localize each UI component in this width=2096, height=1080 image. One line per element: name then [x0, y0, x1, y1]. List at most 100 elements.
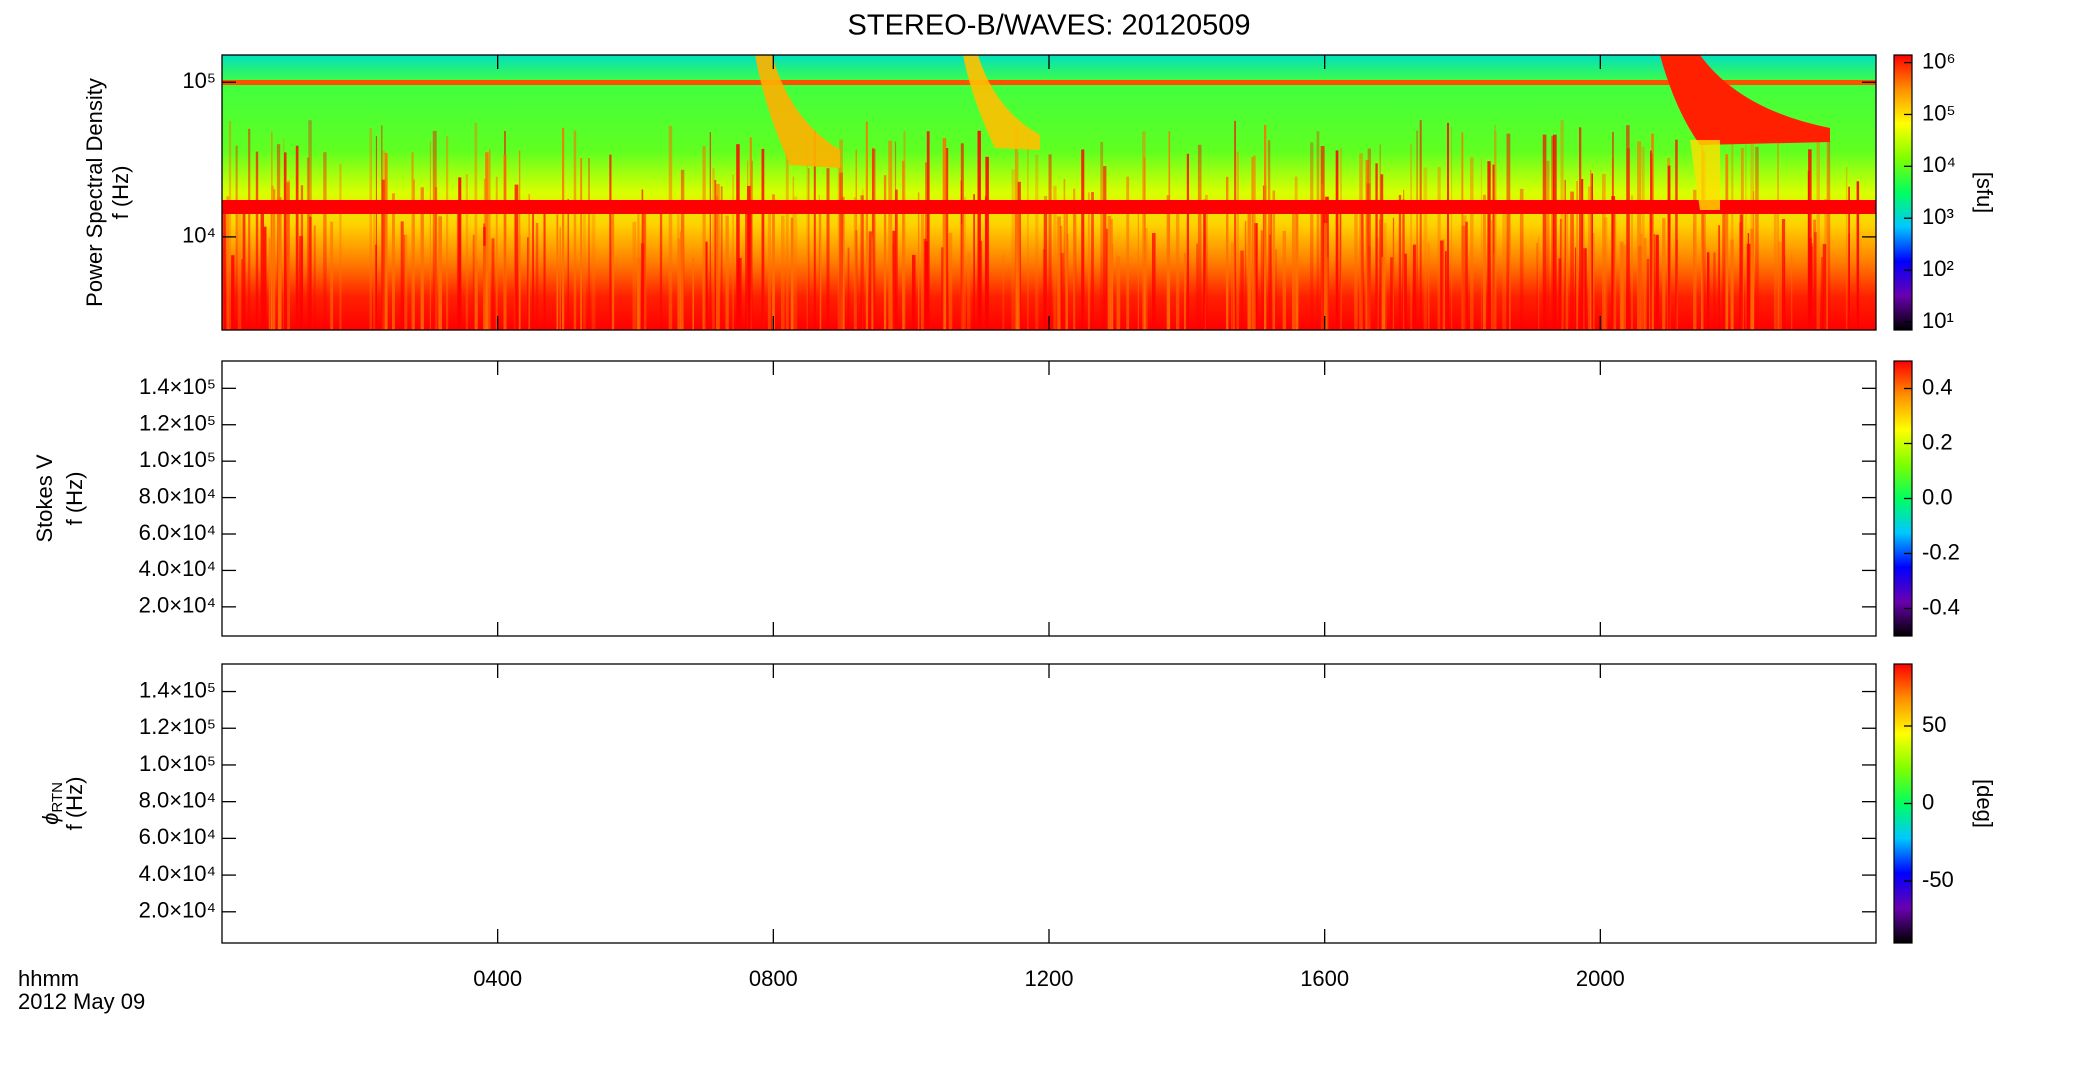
- spectrogram-texture: [263, 226, 267, 330]
- spectrogram-texture: [1506, 133, 1511, 330]
- spectrogram-texture: [411, 152, 414, 330]
- spectrogram-texture: [1583, 248, 1587, 330]
- spectrogram-texture: [273, 189, 276, 330]
- spectrogram-texture: [941, 247, 944, 330]
- spectrogram-texture: [1320, 205, 1324, 330]
- spectrogram-texture: [1340, 148, 1342, 330]
- spectrogram-texture: [1650, 150, 1652, 330]
- spectrogram-texture: [839, 172, 843, 330]
- spectrogram-texture: [745, 204, 748, 330]
- spectrogram-texture: [438, 216, 442, 330]
- panel-frame: [221, 360, 1877, 637]
- spectrogram-texture: [231, 255, 235, 330]
- spectrogram-texture: [1621, 245, 1623, 330]
- spectrogram-texture: [847, 247, 850, 330]
- y-tick-label: 6.0×10⁴: [139, 520, 216, 545]
- spectrogram-texture: [871, 236, 873, 330]
- spectrogram-texture: [567, 199, 569, 330]
- spectrogram-texture: [1813, 219, 1816, 330]
- spectrogram-texture: [1002, 253, 1005, 330]
- y-tick-label: 1.2×10⁵: [139, 714, 216, 739]
- spectrogram-texture: [1564, 180, 1566, 330]
- spectrogram-texture: [330, 221, 334, 330]
- spectrogram-texture: [1646, 259, 1651, 330]
- spectrogram-texture: [339, 163, 342, 330]
- y-tick-label: 1.4×10⁵: [139, 374, 216, 399]
- spectrogram-texture: [432, 130, 437, 330]
- spectrogram-texture: [1234, 120, 1236, 330]
- colorbar-label: [deg]: [1972, 779, 1997, 828]
- y-tick-label: 1.0×10⁵: [139, 751, 216, 776]
- spectrogram-texture: [283, 139, 285, 330]
- spectrogram-texture: [1275, 249, 1277, 330]
- spectrogram-texture: [1081, 149, 1085, 330]
- spectrogram-texture: [1137, 206, 1139, 330]
- spectrogram-texture: [420, 187, 424, 330]
- spectrogram-texture: [709, 132, 711, 330]
- spectrogram-texture: [1166, 195, 1170, 330]
- spectrogram-texture: [1251, 156, 1254, 330]
- spectrogram-texture: [1502, 212, 1507, 330]
- spectrogram-texture: [309, 216, 312, 330]
- spectrogram-texture: [1551, 135, 1555, 330]
- spectrogram-texture: [518, 150, 521, 330]
- spectrogram-texture: [636, 258, 641, 330]
- spectrogram-texture: [1316, 131, 1320, 330]
- spectrogram-texture: [1675, 139, 1678, 330]
- spectrogram-texture: [1442, 239, 1445, 330]
- spectrogram-texture: [1176, 211, 1180, 330]
- spectrogram-texture: [591, 214, 596, 330]
- y-axis-label: Stokes V: [32, 454, 57, 542]
- spectrogram-texture: [1494, 130, 1497, 330]
- spectrogram-texture: [1603, 217, 1608, 330]
- spectrogram-texture: [1560, 120, 1564, 330]
- spectrogram-texture: [588, 158, 590, 330]
- spectrogram-texture: [736, 144, 740, 330]
- spectrogram-texture: [573, 130, 577, 330]
- spectrogram-texture: [532, 202, 534, 330]
- spectrogram-texture: [384, 152, 388, 330]
- spectrogram-texture: [1575, 247, 1577, 330]
- spectrogram-texture: [1813, 232, 1817, 330]
- spectrogram-texture: [1282, 231, 1286, 330]
- spectrogram-texture: [1611, 196, 1616, 330]
- spectrogram-texture: [1380, 174, 1384, 330]
- spectrogram-texture: [277, 197, 282, 330]
- spectrogram-texture: [518, 234, 521, 330]
- spectrogram-texture: [1492, 164, 1495, 330]
- spectrogram-texture: [1651, 153, 1653, 330]
- spectrogram-texture: [659, 201, 663, 330]
- spectrogram-texture: [720, 186, 723, 330]
- spectrogram-texture: [562, 127, 565, 330]
- colorbar-tick-label: 0: [1922, 789, 1934, 814]
- spectrogram-texture: [1745, 120, 1747, 330]
- spectrogram-texture: [474, 259, 478, 330]
- spectrogram-texture: [785, 148, 789, 330]
- y-axis-label-subscript: RTN: [49, 782, 66, 813]
- spectrogram-texture: [1447, 122, 1449, 330]
- spectrogram-texture: [400, 221, 404, 330]
- spectrogram-texture: [1027, 135, 1029, 330]
- spectrogram-texture: [1718, 225, 1720, 330]
- spectrogram-texture: [732, 174, 734, 330]
- spectrogram-texture: [1428, 242, 1430, 330]
- spectrogram-texture: [1404, 253, 1407, 330]
- spectrogram-texture: [912, 254, 916, 330]
- spectrogram-texture: [1339, 208, 1342, 330]
- spectrogram-texture: [1750, 123, 1754, 330]
- spectrogram-texture: [1354, 209, 1358, 330]
- x-axis-label: hhmm: [18, 966, 79, 991]
- spectrogram-texture: [1739, 222, 1742, 330]
- spectrogram-texture: [1184, 253, 1186, 330]
- spectrogram-texture: [1087, 192, 1090, 330]
- spectrogram-texture: [818, 195, 820, 330]
- spectrogram-texture: [1662, 218, 1666, 330]
- spectrogram-texture: [1423, 167, 1428, 330]
- spectrogram-texture: [1197, 144, 1202, 330]
- spectrogram-texture: [1653, 233, 1656, 330]
- spectrogram-texture: [1713, 252, 1716, 330]
- spectrogram-texture: [1063, 179, 1066, 330]
- spectrogram-texture: [1143, 228, 1148, 330]
- spectrogram-texture: [1826, 132, 1828, 330]
- spectrogram-texture: [1552, 134, 1557, 330]
